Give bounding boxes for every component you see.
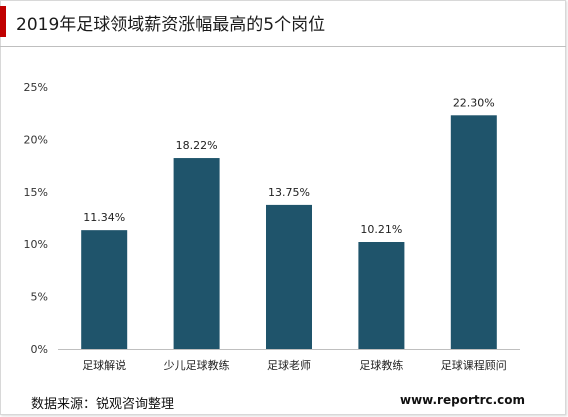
website-label: www.reportrc.com [400, 393, 526, 407]
bar [266, 204, 312, 349]
data-label: 11.34% [83, 211, 125, 224]
bar [358, 241, 405, 349]
title-divider [0, 46, 566, 47]
data-label: 10.21% [360, 223, 402, 236]
bar [173, 158, 220, 349]
y-tick-label: 20% [24, 133, 48, 146]
y-tick-label: 0% [31, 343, 48, 356]
x-tick-label: 足球老师 [267, 358, 311, 372]
data-label: 22.30% [453, 96, 495, 109]
bar [450, 115, 497, 350]
bar [81, 230, 128, 349]
bar-chart: 0% 5% 10% 15% 20% 25% 11.34% 足球解说 18.22% 少儿足球教练 13… [24, 81, 520, 372]
source-note: 数据来源：锐观咨询整理 [31, 397, 175, 412]
y-tick-label: 5% [31, 291, 48, 304]
data-label: 18.22% [176, 139, 218, 152]
x-tick-label: 少儿足球教练 [164, 358, 230, 372]
y-tick-label: 10% [24, 238, 48, 251]
y-tick-label: 25% [24, 81, 48, 94]
x-tick-label: 足球教练 [359, 358, 403, 372]
x-tick-label: 足球解说 [82, 358, 126, 372]
data-label: 13.75% [268, 186, 310, 199]
y-tick-label: 15% [24, 186, 48, 199]
title-accent-bar [0, 6, 6, 37]
x-tick-label: 足球课程顾问 [441, 358, 507, 372]
page-title: 2019年足球领域薪资涨幅最高的5个岗位 [16, 15, 326, 35]
